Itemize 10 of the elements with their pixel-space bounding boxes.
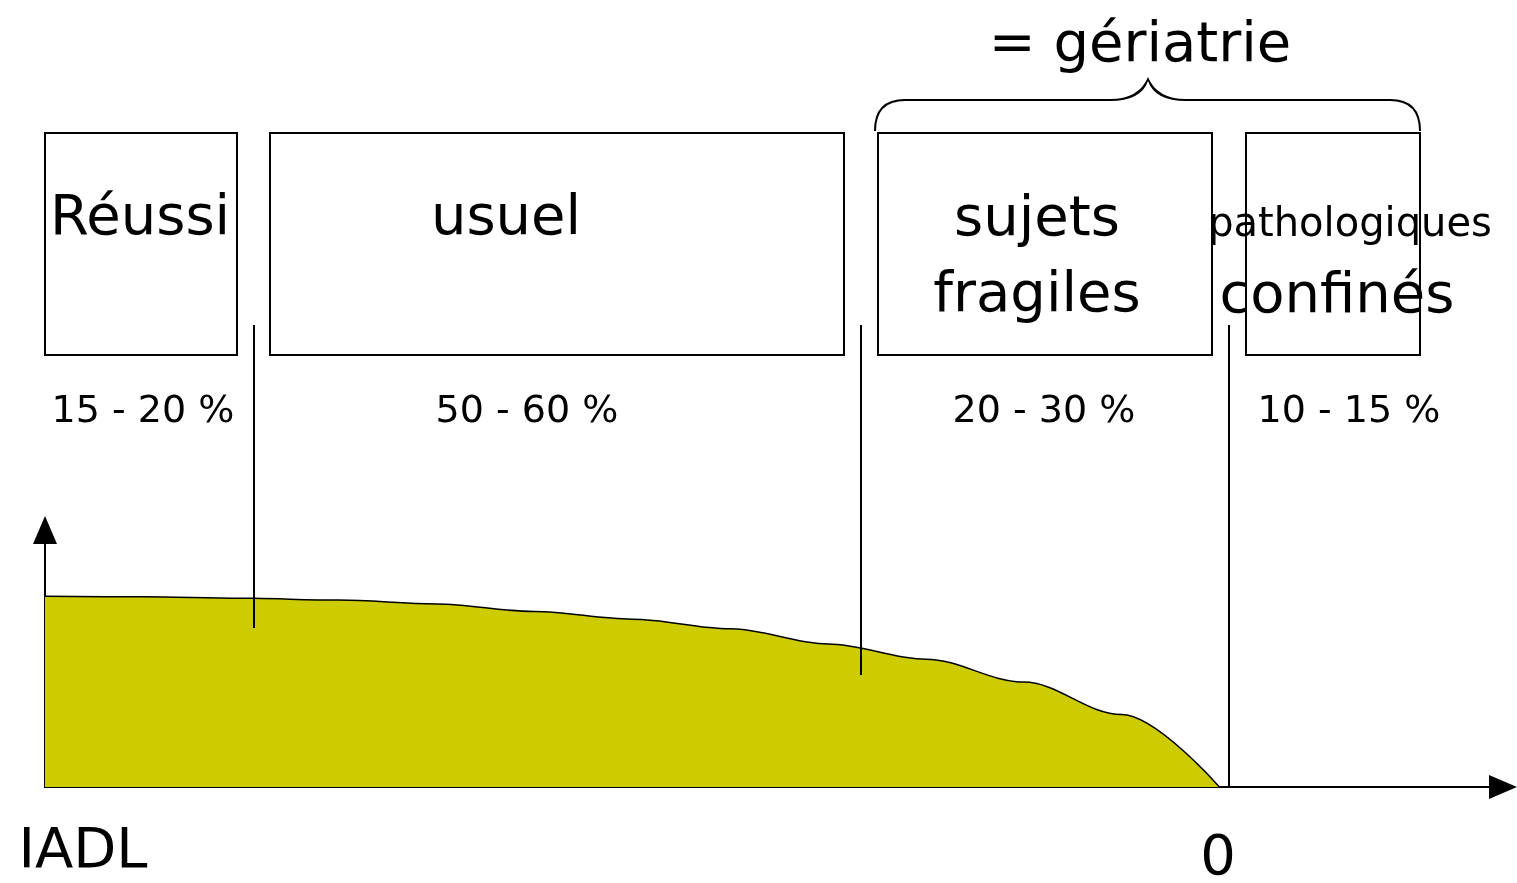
text: sujets fragiles — [932, 182, 1142, 326]
text: = gériatrie — [987, 8, 1293, 77]
text: 0 — [1199, 821, 1237, 883]
text: usuel — [429, 181, 583, 250]
text: Réussi — [48, 181, 232, 250]
text: IADL — [17, 814, 149, 883]
text: 15 - 20 % — [50, 386, 236, 434]
text: 10 - 15 % — [1256, 386, 1442, 434]
text: 50 - 60 % — [434, 386, 620, 434]
text: 20 - 30 % — [951, 386, 1137, 434]
